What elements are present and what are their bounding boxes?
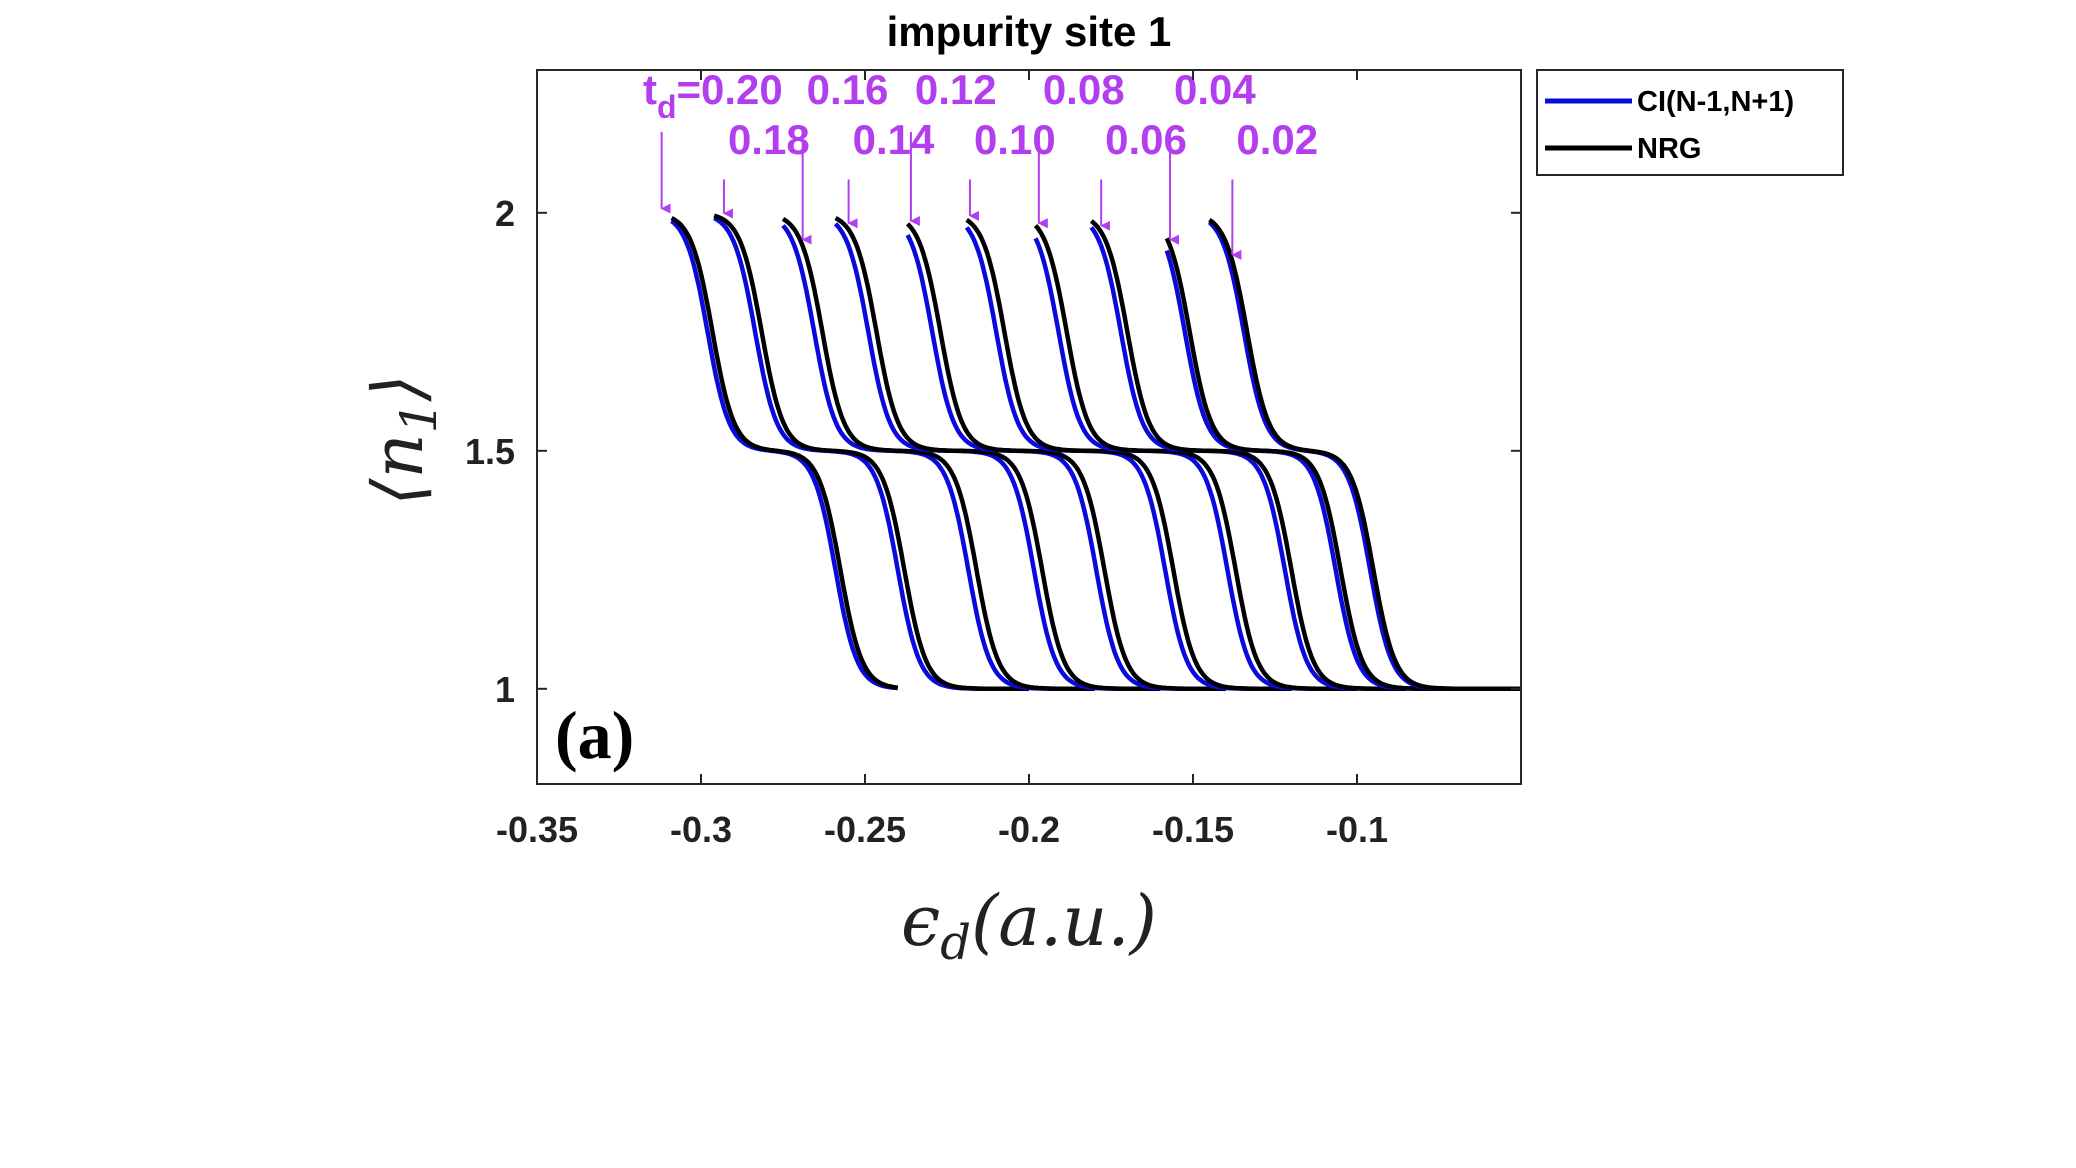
x-tick-label: -0.15 <box>1152 809 1234 850</box>
nrg-curve <box>1033 224 1357 692</box>
nrg-curve <box>834 216 1161 692</box>
td-label: 0.18 <box>728 116 810 163</box>
legend: CI(N-1,N+1) NRG <box>1536 69 1844 176</box>
td-label: 0.06 <box>1105 116 1187 163</box>
nrg-curve <box>670 216 898 690</box>
y-axis-label-open: ⟨ <box>357 478 439 506</box>
x-axis-label-tail: (a.u.) <box>971 880 1157 962</box>
td-label: 0.16 <box>807 66 889 113</box>
nrg-curve <box>1089 219 1407 692</box>
td-label: 0.12 <box>915 66 997 113</box>
td-label: 0.14 <box>853 116 935 163</box>
y-axis-label-sub: 1 <box>390 402 448 434</box>
legend-label-nrg: NRG <box>1637 133 1701 165</box>
td-label: td=0.20 <box>643 66 783 125</box>
td-label: 0.02 <box>1236 116 1318 163</box>
ticks-layer: -0.35 -0.3 -0.25 -0.2 -0.15 -0.1 1 1.5 2 <box>465 70 1521 850</box>
x-axis-label-main: ϵ <box>901 880 940 962</box>
legend-label-ci: CI(N-1,N+1) <box>1637 86 1794 118</box>
annotations-layer: td=0.200.180.160.140.120.100.080.060.040… <box>643 66 1318 260</box>
y-axis-label-close: ⟩ <box>357 374 439 402</box>
x-tick-label: -0.3 <box>670 809 732 850</box>
nrg-curve <box>713 213 1029 692</box>
chart-title: impurity site 1 <box>887 8 1172 55</box>
x-axis-label-sub: d <box>940 915 971 971</box>
td-label: 0.04 <box>1174 66 1256 113</box>
td-label: 0.10 <box>974 116 1056 163</box>
x-tick-label: -0.35 <box>496 809 578 850</box>
nrg-curve <box>905 222 1226 692</box>
nrg-curve <box>781 216 1095 692</box>
legend-box <box>1536 69 1844 176</box>
panel-label: (a) <box>555 697 634 773</box>
y-tick-label: 2 <box>495 193 515 234</box>
x-tick-label: -0.2 <box>998 809 1060 850</box>
y-axis-label: ⟨n1⟩ <box>357 374 448 506</box>
y-tick-label: 1.5 <box>465 431 515 472</box>
svg-text:⟨n1⟩: ⟨n1⟩ <box>357 374 448 506</box>
nrg-curve <box>1208 218 1521 692</box>
ci-curve <box>1207 220 1521 692</box>
td-label: 0.08 <box>1043 66 1125 113</box>
x-tick-label: -0.25 <box>824 809 906 850</box>
x-axis-label: ϵd(a.u.) <box>901 880 1157 971</box>
y-axis-label-main: n <box>357 433 439 478</box>
x-tick-label: -0.1 <box>1326 809 1388 850</box>
nrg-curve <box>965 218 1292 692</box>
y-tick-label: 1 <box>495 669 515 710</box>
nrg-curve <box>1164 237 1456 692</box>
curves-layer <box>670 213 1521 692</box>
